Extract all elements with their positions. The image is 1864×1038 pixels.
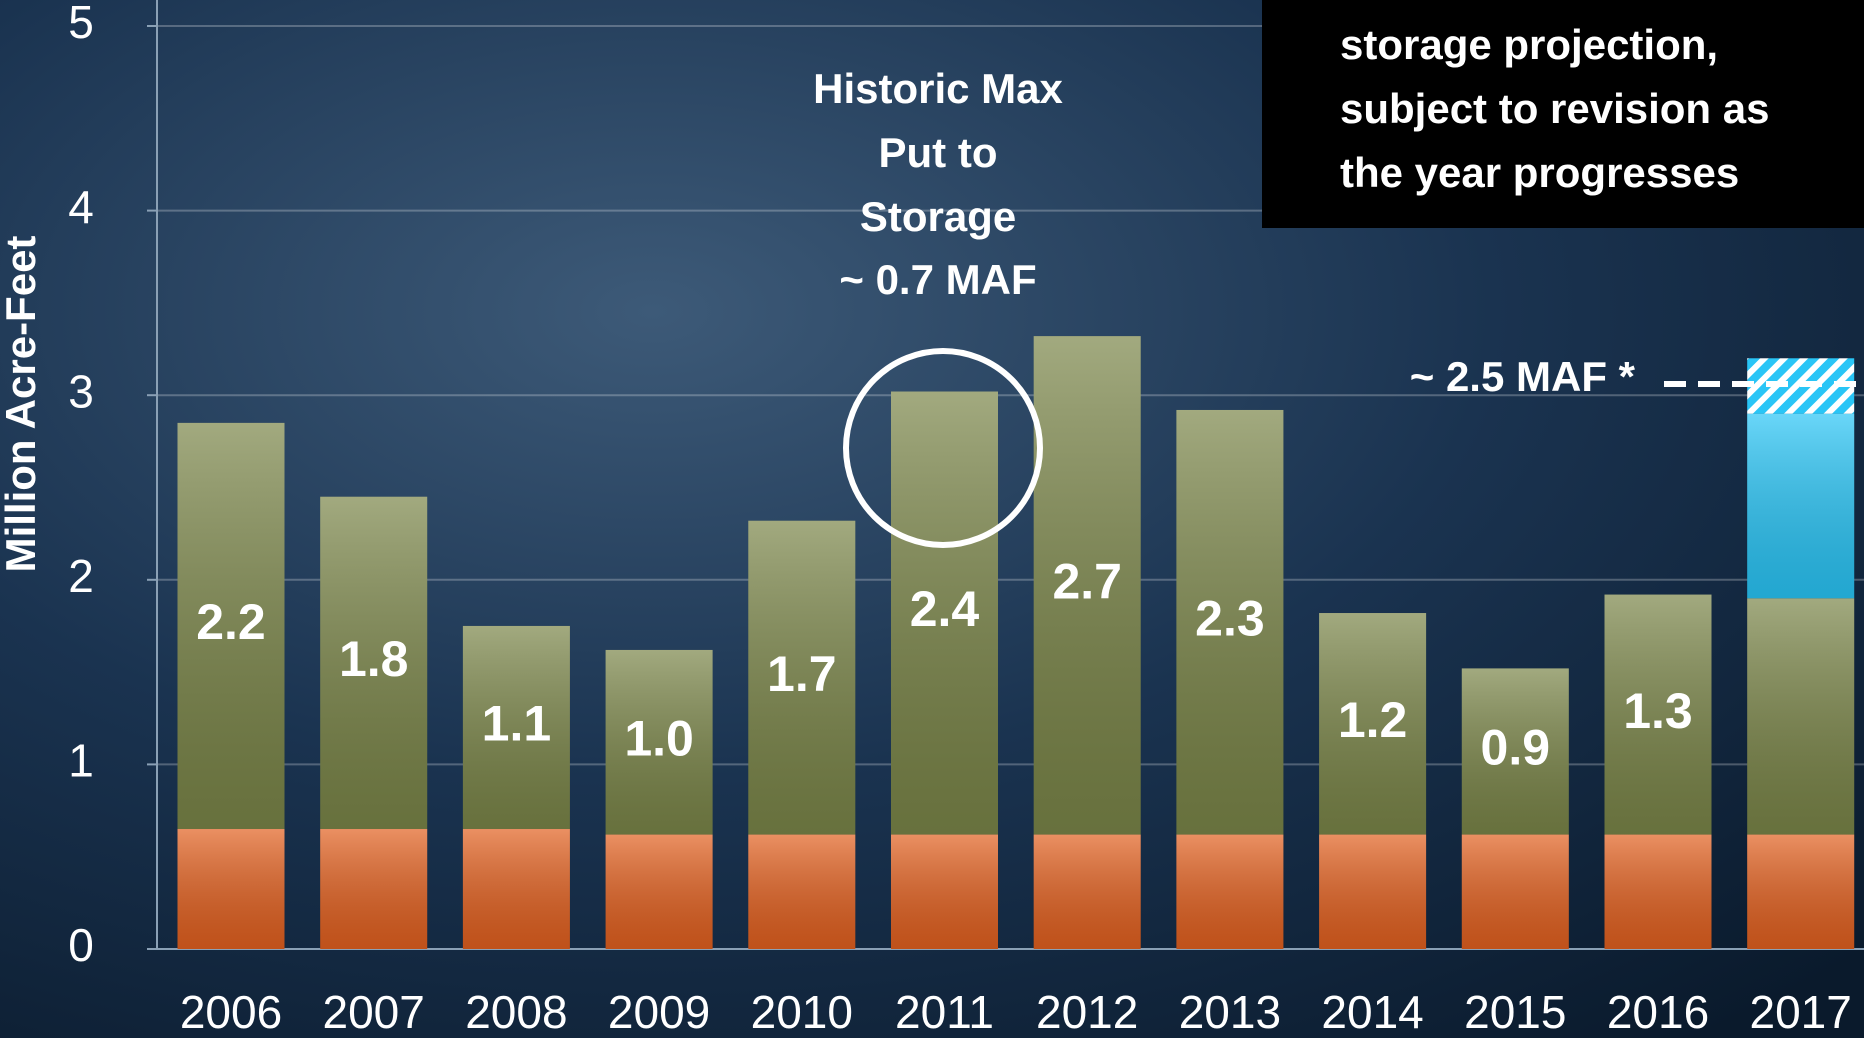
x-tick-label: 2012 [1036, 986, 1138, 1038]
bar-shade [1747, 834, 1855, 949]
bar-shade [1033, 336, 1141, 835]
x-tick-label: 2008 [465, 986, 567, 1038]
value-label: 1.3 [1623, 683, 1693, 739]
highlight-circle [843, 348, 1043, 548]
x-tick-label: 2010 [751, 986, 853, 1038]
value-label: 2.2 [196, 594, 266, 650]
bar-shade [891, 391, 998, 835]
bar-shade [748, 834, 856, 949]
value-label: 1.7 [767, 646, 837, 702]
plot: 0 1 2 3 4 5 2006 2.2 2007 1.8 2008 1.1 2009 1.0 2010 1.… [68, 0, 1864, 1038]
projection-label: ~ 2.5 MAF * [1410, 353, 1636, 400]
bar-shade [320, 829, 428, 949]
x-tick-label: 2014 [1321, 986, 1423, 1038]
x-tick-label: 2013 [1179, 986, 1281, 1038]
bar-shade [1319, 613, 1427, 835]
bar-shade [891, 834, 998, 949]
bar-shade [462, 829, 570, 949]
y-tick-label: 4 [68, 181, 94, 233]
x-tick-label: 2007 [323, 986, 425, 1038]
bar-shade [177, 829, 285, 949]
bar-shade [462, 625, 570, 830]
y-axis-label: Million Acre-Feet [0, 236, 44, 573]
bar-shade [1604, 594, 1712, 835]
value-label: 0.9 [1481, 720, 1551, 776]
bar-shade [1319, 834, 1427, 949]
x-tick-label: 2015 [1464, 986, 1566, 1038]
value-label: 1.2 [1338, 692, 1408, 748]
note-box [1262, 0, 1864, 228]
note-line: the year progresses [1340, 149, 1739, 196]
bar-shade [1176, 834, 1284, 949]
bar-shade [1747, 598, 1855, 835]
x-tick-label: 2016 [1607, 986, 1709, 1038]
bar-shade [320, 496, 428, 830]
x-tick-label: 2017 [1750, 986, 1852, 1038]
value-label: 1.8 [339, 631, 409, 687]
historic-line: ~ 0.7 MAF [839, 256, 1036, 303]
y-tick-label: 1 [68, 735, 94, 787]
bar-shade [605, 649, 713, 835]
historic-line: Storage [860, 193, 1016, 240]
bar-shade [177, 422, 285, 830]
x-tick-label: 2006 [180, 986, 282, 1038]
bar-shade [1747, 413, 1855, 599]
value-label: 1.1 [482, 696, 552, 752]
value-label: 2.4 [910, 581, 980, 637]
value-label: 2.3 [1195, 590, 1265, 646]
y-tick-label: 0 [68, 919, 94, 971]
bar-shade [1461, 668, 1569, 835]
bar-shade [748, 520, 856, 835]
historic-line: Historic Max [813, 65, 1063, 112]
bar-shade [1461, 834, 1569, 949]
bar-shade [1604, 834, 1712, 949]
historic-line: Put to [879, 129, 998, 176]
y-tick-label: 5 [68, 0, 94, 48]
note-line: storage projection, [1340, 21, 1718, 68]
value-label: 2.7 [1052, 554, 1122, 610]
x-tick-label: 2011 [895, 986, 994, 1038]
bar-shade [605, 834, 713, 949]
y-tick-label: 3 [68, 365, 94, 417]
y-tick-label: 2 [68, 550, 94, 602]
value-label: 1.0 [624, 710, 694, 766]
x-tick-label: 2009 [608, 986, 710, 1038]
bar-shade [1033, 834, 1141, 949]
note-line: subject to revision as [1340, 85, 1769, 132]
bar-shade [1176, 409, 1284, 835]
